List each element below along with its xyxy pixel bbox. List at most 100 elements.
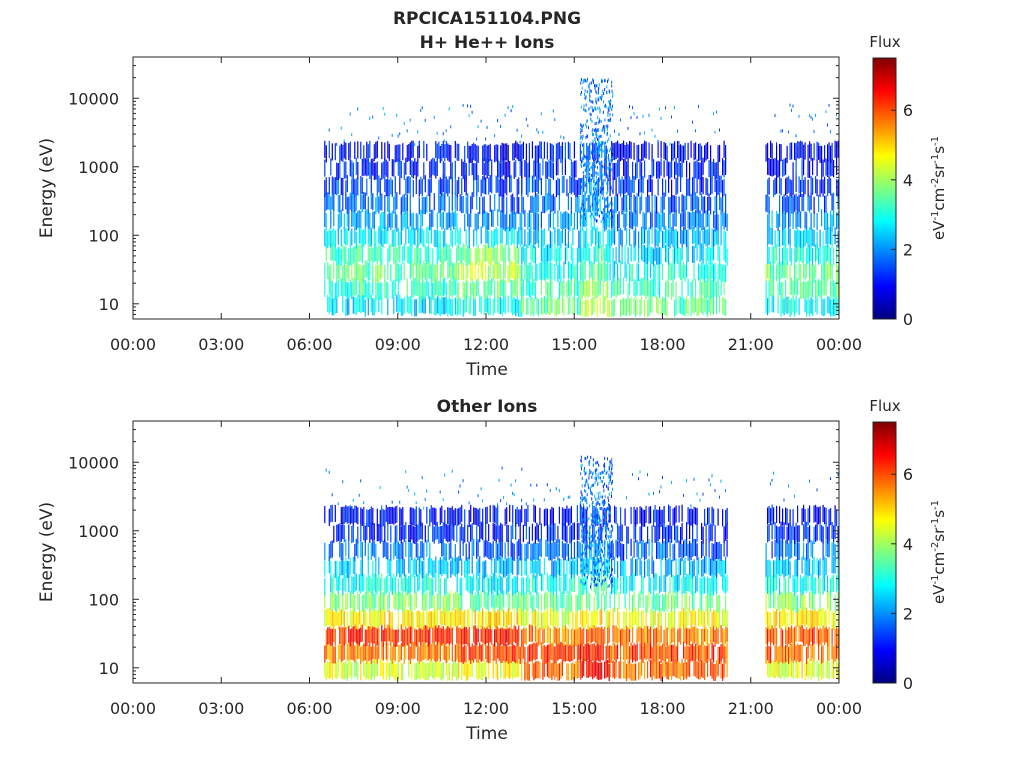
heatmap-cell <box>415 590 417 608</box>
heatmap-cell <box>534 145 536 163</box>
heatmap-cell <box>608 210 610 228</box>
heatmap-cell <box>516 142 518 160</box>
heatmap-cell <box>606 182 608 185</box>
heatmap-cell <box>340 558 342 576</box>
heatmap-cell <box>654 573 656 591</box>
heatmap-cell <box>635 509 637 527</box>
heatmap-cell <box>351 160 353 178</box>
heatmap-cell <box>412 526 414 544</box>
heatmap-cell <box>507 628 509 646</box>
heatmap-cell <box>612 247 614 265</box>
heatmap-cell <box>343 573 345 591</box>
heatmap-cell <box>439 264 441 282</box>
heatmap-cell <box>331 192 333 210</box>
heatmap-cell <box>612 162 614 180</box>
heatmap-cell <box>595 132 597 136</box>
heatmap-cell <box>394 211 396 229</box>
heatmap-cell <box>504 542 506 560</box>
heatmap-cell <box>580 150 582 154</box>
heatmap-cell <box>357 612 359 630</box>
heatmap-cell <box>606 133 608 137</box>
heatmap-cell <box>501 244 503 262</box>
heatmap-cell <box>444 245 446 263</box>
heatmap-cell <box>614 278 616 296</box>
heatmap-cell <box>519 140 521 144</box>
heatmap-cell <box>450 278 452 296</box>
heatmap-cell <box>543 593 545 611</box>
heatmap-cell <box>653 611 655 629</box>
heatmap-cell <box>390 612 392 630</box>
heatmap-cell <box>417 661 419 679</box>
heatmap-cell <box>480 260 482 278</box>
heatmap-cell <box>424 497 426 501</box>
heatmap-cell <box>507 226 509 244</box>
heatmap-cell <box>331 298 333 316</box>
heatmap-cell <box>539 262 541 280</box>
heatmap-cell <box>719 295 721 313</box>
figure-title: RPCICA151104.PNG <box>393 9 581 29</box>
heatmap-cell <box>564 573 566 591</box>
heatmap-cell <box>573 541 575 559</box>
heatmap-cell <box>651 144 653 162</box>
heatmap-cell <box>370 625 372 643</box>
heatmap-cell <box>627 282 629 300</box>
heatmap-cell <box>558 297 560 315</box>
heatmap-cell <box>586 134 588 138</box>
heatmap-cell <box>725 595 727 613</box>
heatmap-cell <box>354 575 356 593</box>
heatmap-cell <box>576 558 578 576</box>
heatmap-cell <box>436 246 438 264</box>
heatmap-cell <box>342 295 344 313</box>
heatmap-cell <box>482 523 484 541</box>
heatmap-cell <box>726 522 728 540</box>
heatmap-cell <box>461 263 463 281</box>
heatmap-cell <box>693 192 695 210</box>
heatmap-cell <box>710 247 712 265</box>
heatmap-cell <box>564 607 566 625</box>
heatmap-cell <box>405 574 407 592</box>
heatmap-cell <box>669 506 671 524</box>
heatmap-cell <box>385 159 387 177</box>
heatmap-cell <box>689 660 691 678</box>
heatmap-cell <box>627 526 629 544</box>
heatmap-cell <box>609 541 611 559</box>
heatmap-cell <box>595 196 597 200</box>
heatmap-cell <box>525 502 527 506</box>
heatmap-cell <box>528 280 530 298</box>
heatmap-cell <box>518 196 520 214</box>
heatmap-cell <box>656 210 658 228</box>
heatmap-cell <box>593 196 595 214</box>
heatmap-cell <box>324 609 326 627</box>
heatmap-cell <box>818 278 820 296</box>
heatmap-cell <box>701 607 703 625</box>
heatmap-cell <box>653 509 655 527</box>
heatmap-cell <box>400 559 402 577</box>
heatmap-cell <box>827 178 829 196</box>
heatmap-cell <box>570 542 572 560</box>
heatmap-cell <box>647 641 649 659</box>
heatmap-cell <box>777 296 779 314</box>
heatmap-cell <box>384 142 386 160</box>
heatmap-cell <box>683 261 685 279</box>
heatmap-cell <box>719 541 721 559</box>
heatmap-cell <box>768 295 770 313</box>
heatmap-cell <box>722 641 724 659</box>
heatmap-cell <box>782 281 784 299</box>
heatmap-cell <box>604 127 606 131</box>
heatmap-cell <box>325 629 327 647</box>
heatmap-cell <box>722 573 724 591</box>
heatmap-cell <box>394 260 396 278</box>
heatmap-cell <box>447 262 449 280</box>
heatmap-cell <box>447 299 449 317</box>
heatmap-cell <box>503 179 505 197</box>
heatmap-cell <box>669 641 671 659</box>
heatmap-cell <box>488 145 490 163</box>
heatmap-cell <box>534 624 536 642</box>
heatmap-cell <box>497 209 499 227</box>
heatmap-cell <box>394 644 396 662</box>
heatmap-cell <box>582 220 584 224</box>
heatmap-cell <box>429 577 431 595</box>
heatmap-cell <box>572 260 574 278</box>
heatmap-cell <box>495 247 497 265</box>
heatmap-cell <box>592 262 594 280</box>
